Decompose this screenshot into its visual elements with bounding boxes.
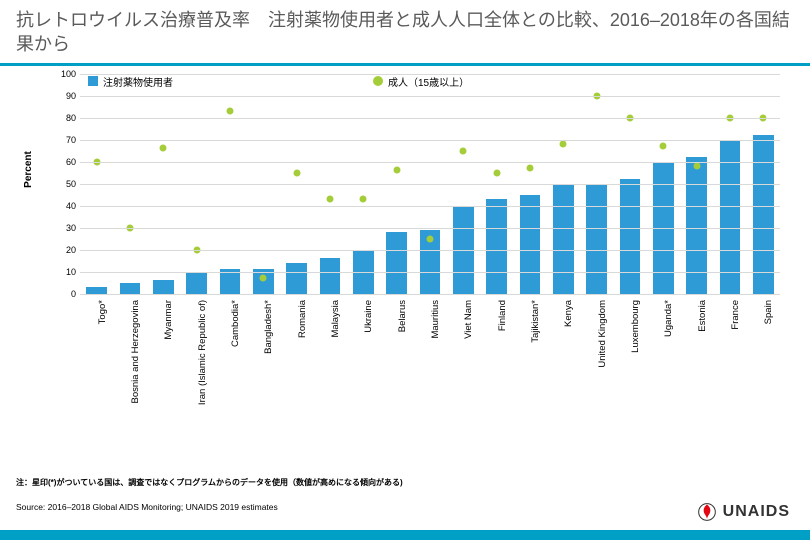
gridline — [80, 272, 780, 273]
scatter-point — [393, 167, 400, 174]
bar — [520, 195, 541, 294]
x-tick-label: Bosnia and Herzegovina — [130, 300, 141, 404]
gridline — [80, 162, 780, 163]
x-tick-label: Belarus — [397, 300, 408, 332]
bar — [220, 269, 241, 293]
bar — [153, 280, 174, 293]
flame-icon — [703, 505, 710, 520]
x-tick-label: Finland — [497, 300, 508, 331]
y-tick-label: 50 — [56, 179, 76, 189]
plot: 0102030405060708090100 — [80, 74, 780, 294]
x-tick-label: Spain — [763, 300, 774, 324]
scatter-point — [326, 196, 333, 203]
x-tick-label: Mauritius — [430, 300, 441, 339]
scatter-point — [426, 235, 433, 242]
bar — [753, 135, 774, 293]
brand-name: UNAIDS — [723, 503, 790, 521]
x-tick-label: France — [730, 300, 741, 330]
y-axis-label: Percent — [23, 151, 34, 188]
y-tick-label: 90 — [56, 91, 76, 101]
x-tick-label: Viet Nam — [463, 300, 474, 339]
scatter-point — [160, 145, 167, 152]
scatter-point — [260, 275, 267, 282]
page-title: 抗レトロウイルス治療普及率 注射薬物使用者と成人人口全体との比較、2016–20… — [16, 8, 794, 57]
gridline — [80, 140, 780, 141]
bar — [553, 184, 574, 294]
bar — [486, 199, 507, 294]
x-tick-label: Romania — [297, 300, 308, 338]
unaids-mark-icon — [697, 502, 717, 522]
bar — [286, 263, 307, 294]
y-tick-label: 80 — [56, 113, 76, 123]
y-tick-label: 70 — [56, 135, 76, 145]
bar — [320, 258, 341, 293]
bar — [386, 232, 407, 294]
scatter-point — [493, 169, 500, 176]
y-tick-label: 40 — [56, 201, 76, 211]
bar — [86, 287, 107, 294]
y-tick-label: 30 — [56, 223, 76, 233]
y-tick-label: 0 — [56, 289, 76, 299]
footer-accent-bar — [0, 530, 810, 540]
gridline — [80, 96, 780, 97]
bar — [686, 157, 707, 293]
gridline — [80, 74, 780, 75]
x-tick-label: United Kingdom — [597, 300, 608, 368]
x-tick-label: Kenya — [563, 300, 574, 327]
gridline — [80, 184, 780, 185]
y-tick-label: 100 — [56, 69, 76, 79]
y-tick-label: 60 — [56, 157, 76, 167]
bar — [186, 272, 207, 294]
x-tick-label: Bangladesh* — [263, 300, 274, 354]
x-tick-label: Malaysia — [330, 300, 341, 338]
gridline — [80, 206, 780, 207]
gridline — [80, 294, 780, 295]
scatter-point — [293, 169, 300, 176]
scatter-point — [360, 196, 367, 203]
x-tick-label: Uganda* — [663, 300, 674, 337]
header: 抗レトロウイルス治療普及率 注射薬物使用者と成人人口全体との比較、2016–20… — [0, 0, 810, 66]
bar — [620, 179, 641, 293]
gridline — [80, 228, 780, 229]
scatter-point — [560, 141, 567, 148]
source-line: Source: 2016–2018 Global AIDS Monitoring… — [16, 502, 278, 512]
scatter-point — [526, 165, 533, 172]
scatter-point — [460, 147, 467, 154]
scatter-point — [226, 108, 233, 115]
bar — [120, 283, 141, 294]
x-tick-label: Luxembourg — [630, 300, 641, 353]
x-tick-label: Estonia — [697, 300, 708, 332]
chart-area: 注射薬物使用者成人（15歳以上） Percent 010203040506070… — [50, 74, 780, 464]
x-tick-label: Togo* — [97, 300, 108, 324]
scatter-point — [660, 143, 667, 150]
gridline — [80, 250, 780, 251]
x-tick-label: Cambodia* — [230, 300, 241, 347]
bar — [720, 140, 741, 294]
scatter-point — [693, 163, 700, 170]
brand-logo: UNAIDS — [697, 502, 790, 522]
y-tick-label: 10 — [56, 267, 76, 277]
footnote: 注：星印(*)がついている国は、調査ではなくプログラムからのデータを使用（数値が… — [16, 477, 403, 488]
x-tick-label: Iran (Islamic Republic of) — [197, 300, 208, 405]
bar — [586, 184, 607, 294]
gridline — [80, 118, 780, 119]
x-tick-label: Ukraine — [363, 300, 374, 333]
x-tick-label: Myanmar — [163, 300, 174, 340]
x-tick-label: Tajikistan* — [530, 300, 541, 343]
y-tick-label: 20 — [56, 245, 76, 255]
